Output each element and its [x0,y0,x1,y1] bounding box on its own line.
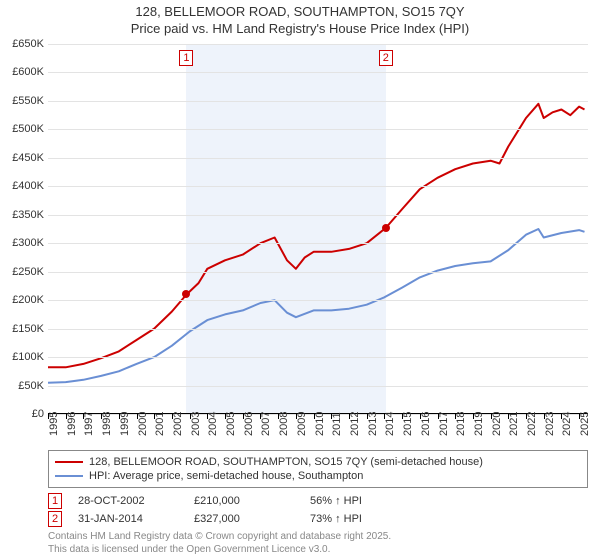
y-axis-label: £50K [0,380,44,392]
y-axis-label: £250K [0,266,44,278]
y-axis-label: £550K [0,95,44,107]
gridline [48,44,588,45]
y-axis-label: £650K [0,38,44,50]
y-axis-label: £350K [0,209,44,221]
sale-dot-2 [382,224,390,232]
event-row: 1 28-OCT-2002 £210,000 56% ↑ HPI [48,492,588,510]
event-delta: 56% ↑ HPI [310,495,362,507]
y-axis-label: £500K [0,123,44,135]
footer-attribution: Contains HM Land Registry data © Crown c… [48,530,588,556]
gridline [48,300,588,301]
x-axis-label: 2006 [243,412,255,436]
x-axis-label: 2025 [579,412,591,436]
legend-swatch-hpi [55,475,83,477]
footer-line-1: Contains HM Land Registry data © Crown c… [48,530,588,543]
footer-line-2: This data is licensed under the Open Gov… [48,543,588,556]
event-marker-1: 1 [48,493,62,509]
sale-marker-box-2: 2 [379,50,393,66]
y-axis-label: £0 [0,408,44,420]
gridline [48,243,588,244]
title-line-2: Price paid vs. HM Land Registry's House … [0,21,600,38]
gridline [48,72,588,73]
x-axis-label: 2014 [384,412,396,436]
event-marker-2: 2 [48,511,62,527]
x-axis-label: 1999 [119,412,131,436]
x-axis-label: 2019 [473,412,485,436]
x-axis-label: 2018 [455,412,467,436]
y-axis-label: £150K [0,323,44,335]
event-date: 31-JAN-2014 [78,513,178,525]
y-axis-label: £200K [0,294,44,306]
x-axis-label: 2009 [296,412,308,436]
y-axis-label: £450K [0,152,44,164]
y-axis-label: £400K [0,180,44,192]
chart-container: 128, BELLEMOOR ROAD, SOUTHAMPTON, SO15 7… [0,0,600,560]
x-axis-label: 2001 [154,412,166,436]
legend-box: 128, BELLEMOOR ROAD, SOUTHAMPTON, SO15 7… [48,450,588,488]
legend-label-hpi: HPI: Average price, semi-detached house,… [89,470,363,482]
y-axis-label: £100K [0,351,44,363]
legend-label-property: 128, BELLEMOOR ROAD, SOUTHAMPTON, SO15 7… [89,456,483,468]
legend-row: HPI: Average price, semi-detached house,… [55,469,581,483]
x-axis-label: 2022 [526,412,538,436]
x-axis-label: 2000 [137,412,149,436]
x-axis-label: 2023 [544,412,556,436]
gridline [48,329,588,330]
gridline [48,386,588,387]
x-axis-label: 2008 [278,412,290,436]
x-axis-label: 2002 [172,412,184,436]
x-axis-label: 1995 [48,412,60,436]
title-block: 128, BELLEMOOR ROAD, SOUTHAMPTON, SO15 7… [0,0,600,38]
x-axis-label: 2003 [190,412,202,436]
gridline [48,272,588,273]
sale-marker-box-1: 1 [179,50,193,66]
gridline [48,215,588,216]
x-axis-label: 2011 [331,412,343,436]
gridline [48,357,588,358]
x-axis-label: 1996 [66,412,78,436]
gridline [48,186,588,187]
x-axis-label: 2012 [349,412,361,436]
x-axis-label: 2024 [561,412,573,436]
x-axis-label: 2013 [367,412,379,436]
event-date: 28-OCT-2002 [78,495,178,507]
y-axis-label: £600K [0,66,44,78]
x-axis-label: 2017 [438,412,450,436]
x-axis-label: 2007 [260,412,272,436]
events-table: 1 28-OCT-2002 £210,000 56% ↑ HPI 2 31-JA… [48,492,588,528]
x-axis-label: 2010 [314,412,326,436]
gridline [48,129,588,130]
chart-plot-area: £0£50K£100K£150K£200K£250K£300K£350K£400… [48,44,588,414]
legend-row: 128, BELLEMOOR ROAD, SOUTHAMPTON, SO15 7… [55,455,581,469]
x-axis-label: 2020 [491,412,503,436]
gridline [48,101,588,102]
sale-dot-1 [182,290,190,298]
x-axis-label: 1997 [83,412,95,436]
y-axis-label: £300K [0,237,44,249]
x-axis-label: 2016 [420,412,432,436]
x-axis-label: 2005 [225,412,237,436]
event-delta: 73% ↑ HPI [310,513,362,525]
gridline [48,158,588,159]
event-price: £327,000 [194,513,294,525]
chart-lines-svg [48,44,588,414]
event-row: 2 31-JAN-2014 £327,000 73% ↑ HPI [48,510,588,528]
x-axis-label: 2004 [207,412,219,436]
x-axis-label: 2015 [402,412,414,436]
title-line-1: 128, BELLEMOOR ROAD, SOUTHAMPTON, SO15 7… [0,4,600,21]
legend-swatch-property [55,461,83,463]
x-axis-label: 1998 [101,412,113,436]
x-axis-label: 2021 [508,412,520,436]
event-price: £210,000 [194,495,294,507]
